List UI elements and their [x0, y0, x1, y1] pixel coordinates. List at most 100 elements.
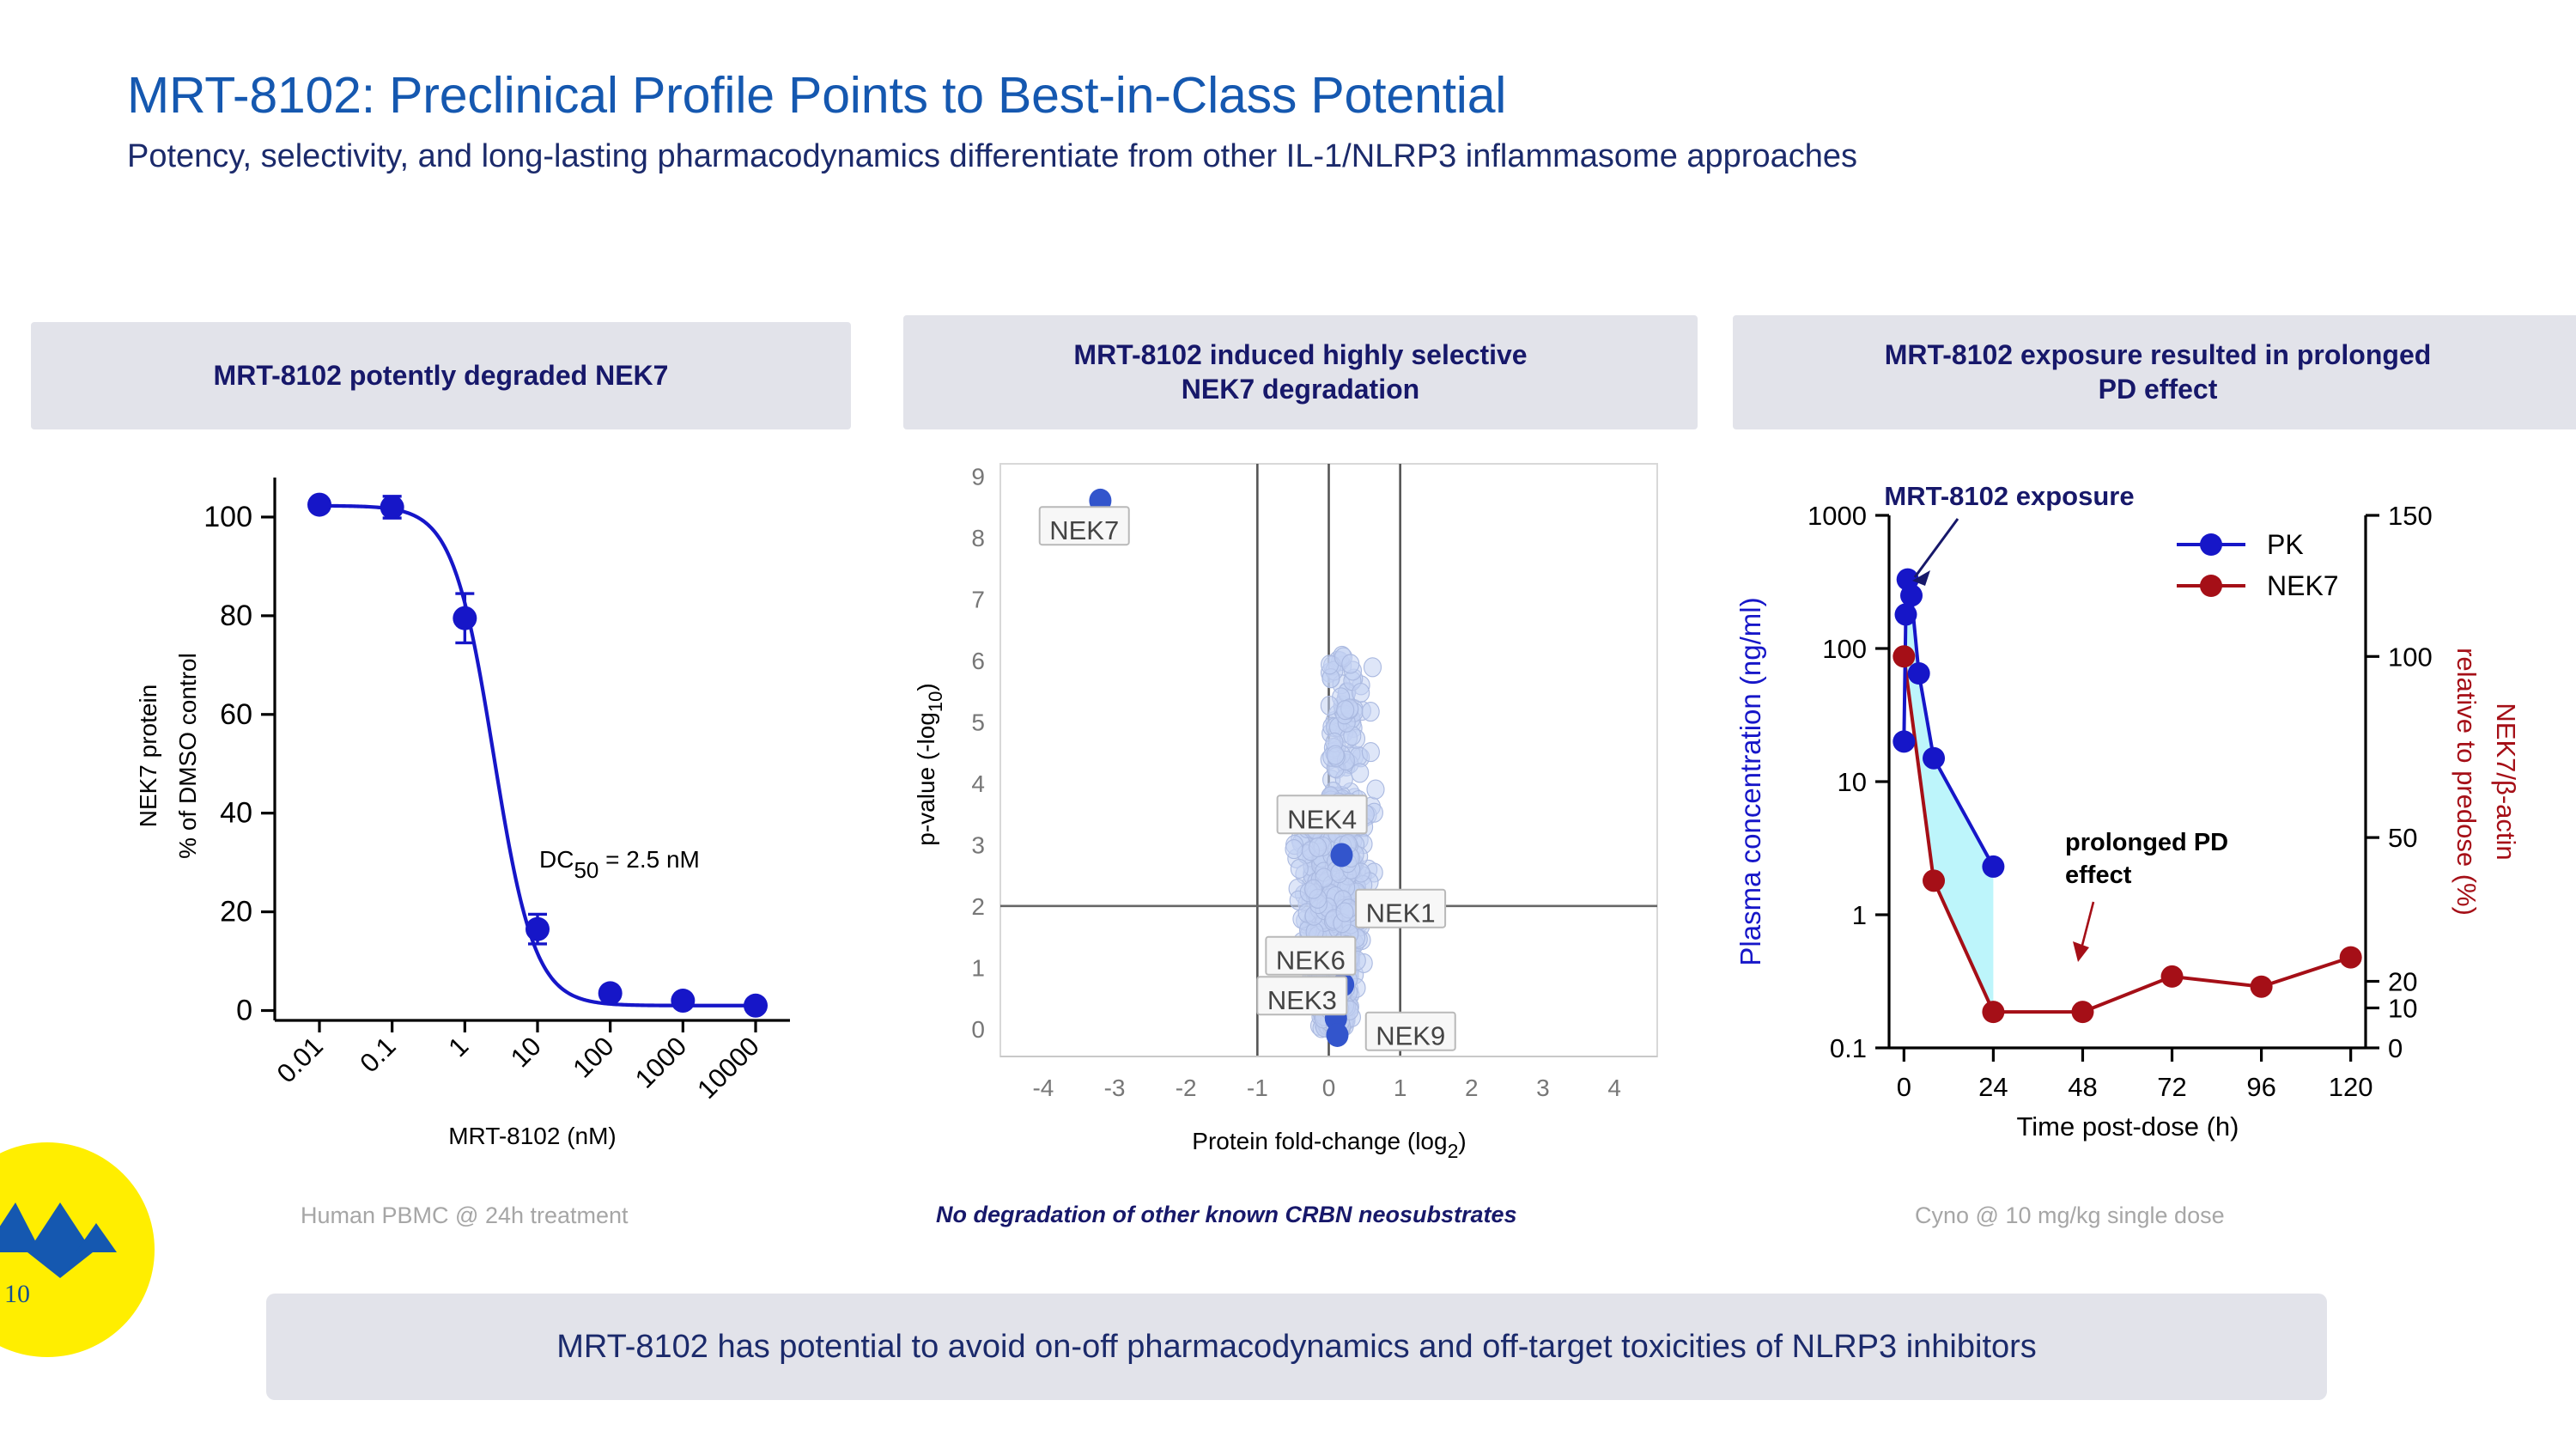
x-tick-label: 0.1: [354, 1031, 401, 1078]
company-logo-icon: [0, 1202, 117, 1278]
x-tick-label: 10000: [691, 1031, 765, 1105]
pd-arrow-head: [2073, 941, 2089, 962]
summary-banner: MRT-8102 has potential to avoid on-off p…: [266, 1294, 2327, 1400]
nek7-point: [2071, 1001, 2094, 1024]
x-tick-label: 1000: [629, 1031, 693, 1094]
nek7-point: [1982, 1001, 2005, 1024]
x-tick-label: 1: [442, 1031, 474, 1062]
scatter-point: [1361, 702, 1380, 722]
y-axis-right-label-line2: relative to predose (%): [2451, 648, 2482, 916]
error-bars: [382, 495, 547, 946]
y-right-tick-label: 100: [2388, 642, 2433, 672]
point-label-text: NEK6: [1276, 946, 1346, 976]
y-axis-label-line2: % of DMSO control: [174, 653, 201, 859]
y-axis-ticks: 0 1 2 3 4 5 6 7 8 9: [971, 463, 985, 1043]
page-number: 10: [4, 1280, 30, 1308]
exposure-shaded-region: [1904, 579, 1994, 1013]
page-subtitle: Potency, selectivity, and long-lasting p…: [127, 138, 1857, 174]
caption-panel-2: No degradation of other known CRBN neosu…: [936, 1202, 1517, 1227]
panel-header-degradation: MRT-8102 potently degraded NEK7: [31, 322, 851, 429]
y-left-tick-label: 100: [1822, 634, 1867, 664]
nek7-point: [1893, 645, 1916, 668]
panel-header-3-line2: PD effect: [2098, 373, 2218, 405]
point-label-box: [1038, 506, 1130, 546]
scatter-point: [1304, 879, 1323, 899]
x-tick-label: 0.01: [271, 1031, 329, 1088]
panel-header-3-text: MRT-8102 exposure resulted in prolonged …: [1885, 338, 2432, 405]
scatter-point: [1320, 695, 1339, 716]
x-axis-label-sub: 2: [1448, 1140, 1459, 1162]
caption-panel-3: Cyno @ 10 mg/kg single dose: [1915, 1202, 2225, 1228]
y-tick-label: 20: [220, 896, 252, 928]
y-tick-label: 3: [971, 831, 985, 858]
point-labels: NEK7 NEK4 NEK1 NEK6 NEK3 NEK9: [1038, 506, 1456, 1051]
panel-header-1-text: MRT-8102 potently degraded NEK7: [213, 359, 669, 391]
scatter-point: [1335, 902, 1354, 922]
x-tick-label: -3: [1104, 1075, 1126, 1101]
scatter-point: [1326, 745, 1345, 765]
scatter-point: [1352, 682, 1370, 703]
y-axis-label-main: p-value (-log: [913, 712, 939, 846]
highlight-point-nek9: [1326, 1022, 1349, 1047]
nek7-point: [2250, 975, 2273, 998]
y-right-tick-label: 10: [2388, 994, 2417, 1024]
y-axis-left-label: Plasma concentration (ng/ml): [1735, 597, 1766, 965]
x-tick-label: 0: [1322, 1075, 1336, 1101]
legend-pk-label: PK: [2267, 529, 2304, 560]
point-label-box: [1355, 888, 1447, 928]
legend-nek7-label: NEK7: [2267, 570, 2339, 601]
point-label-box: [1256, 976, 1348, 1016]
pd-annotation-line2: effect: [2065, 861, 2132, 889]
point-label-box: [1265, 935, 1357, 976]
x-tick-label: 72: [2157, 1072, 2186, 1102]
y-tick-label: 0: [971, 1016, 985, 1043]
data-point: [453, 606, 477, 630]
exposure-annotation-label: MRT-8102 exposure: [1884, 481, 2134, 511]
data-point: [380, 495, 404, 520]
scatter-point: [1361, 742, 1380, 763]
data-point: [307, 492, 331, 517]
pk-point: [1893, 730, 1916, 753]
y-left-tick-label: 1: [1852, 900, 1867, 930]
y-tick-label: 0: [236, 995, 252, 1027]
y-axis-label-close: ): [913, 683, 939, 691]
dc50-prefix: DC: [539, 846, 574, 873]
y-tick-label: 5: [971, 709, 985, 735]
y-axis-left-ticks: 0.1 1 10 100 1000: [1807, 501, 1889, 1063]
data-point: [526, 916, 550, 941]
x-axis-label-close: ): [1458, 1128, 1466, 1154]
point-label-box: [1276, 795, 1368, 835]
x-tick-label: 3: [1536, 1075, 1550, 1101]
y-tick-label: 100: [204, 501, 252, 533]
x-tick-label: 1: [1394, 1075, 1407, 1101]
y-tick-label: 60: [220, 698, 252, 731]
y-left-tick-label: 10: [1838, 767, 1867, 797]
scatter-point: [1309, 837, 1327, 858]
y-axis-right-label-line1: NEK7/β-actin: [2491, 703, 2521, 860]
title-block: MRT-8102: Preclinical Profile Points to …: [127, 70, 2497, 176]
dc50-annotation: DC50 = 2.5 nM: [539, 846, 700, 883]
y-right-tick-label: 20: [2388, 967, 2417, 997]
x-tick-label: 120: [2329, 1072, 2373, 1102]
data-point: [744, 993, 768, 1018]
x-axis-ticks: -4 -3 -2 -1 0 1 2 3 4: [1032, 1075, 1620, 1101]
scatter-point: [1290, 858, 1309, 879]
nek7-data-points: [1893, 645, 2362, 1024]
panel-header-3-line1: MRT-8102 exposure resulted in prolonged: [1884, 339, 2432, 371]
exposure-arrow-head: [1912, 570, 1930, 586]
y-tick-label: 2: [971, 893, 985, 920]
data-point: [598, 981, 623, 1006]
y-tick-label: 40: [220, 797, 252, 830]
y-axis-label-line1: NEK7 protein: [135, 685, 161, 828]
x-axis-label-main: Protein fold-change (log: [1192, 1128, 1447, 1154]
chart-dose-response: 0 20 40 60 80 100 0.01 0.1 1 10 100 1000 10000 MRT-…: [112, 447, 867, 1185]
x-tick-label: 4: [1607, 1075, 1621, 1101]
y-left-tick-label: 0.1: [1830, 1033, 1867, 1063]
nek7-point: [2160, 965, 2184, 988]
y-tick-label: 8: [971, 525, 985, 551]
x-tick-label: 24: [1978, 1072, 2008, 1102]
point-label-text: NEK7: [1049, 515, 1119, 545]
y-axis-label: p-value (-log10): [913, 683, 946, 845]
